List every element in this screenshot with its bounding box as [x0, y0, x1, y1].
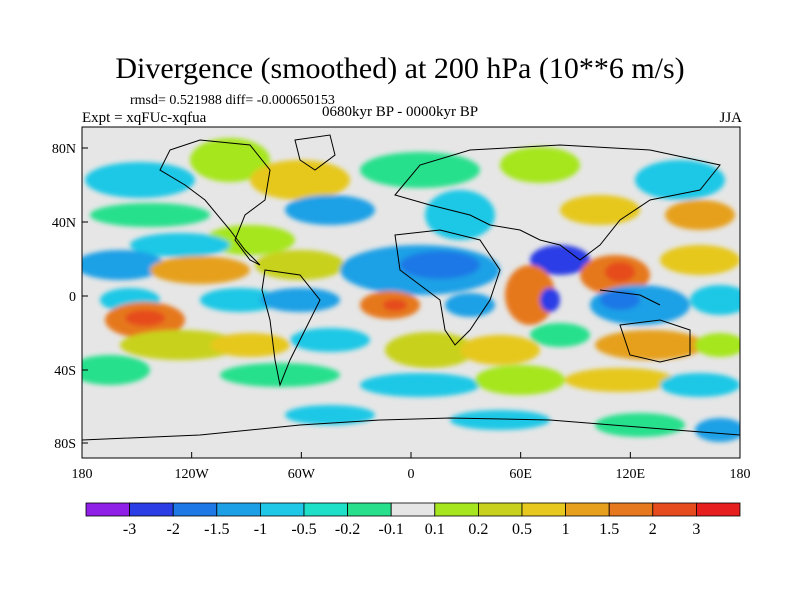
colorbar-label: -1.5 [204, 521, 229, 538]
colorbar-label: 3 [692, 521, 700, 538]
colorbar-label: -1 [254, 521, 267, 538]
colorbar-swatch [696, 502, 741, 517]
colorbar-label: 0.1 [425, 521, 445, 538]
map-field [82, 127, 740, 458]
colorbar-swatch [521, 502, 566, 517]
colorbar-label: 1.5 [599, 521, 619, 538]
coastlines [82, 134, 740, 441]
lat-tick-label: 0 [69, 290, 76, 305]
colorbar-swatch [652, 502, 697, 517]
colorbar-label: 0.2 [468, 521, 488, 538]
colorbar-swatch [347, 502, 392, 517]
colorbar-swatch [608, 502, 654, 517]
lat-tick-label: 80S [54, 437, 76, 452]
colorbar: -3 -2 -1.5 -1 -0.5 -0.2 -0.1 0.1 0.2 0.5 1 1.5 2 3 [85, 502, 741, 538]
lon-tick-label: 120E [616, 467, 646, 482]
colorbar-swatch [85, 502, 130, 517]
colorbar-swatch [434, 502, 479, 517]
colorbar-swatch [129, 502, 174, 517]
lon-tick-label: 180 [730, 467, 751, 482]
axis-ticks: 180 120W 60W 0 60E 120E 180 80N 40N 0 40S 80S [52, 142, 751, 482]
lon-tick-label: 60W [288, 467, 316, 482]
plot-title: Divergence (smoothed) at 200 hPa (10**6 … [115, 52, 685, 85]
colorbar-swatch [172, 502, 218, 517]
colorbar-label: 1 [562, 521, 570, 538]
lon-tick-label: 0 [408, 467, 415, 482]
season-label: JJA [719, 110, 742, 126]
colorbar-label: -2 [167, 521, 180, 538]
colorbar-swatch [390, 502, 436, 517]
colorbar-swatch [259, 502, 305, 517]
colorbar-label: 0.5 [512, 521, 532, 538]
lat-tick-label: 80N [52, 142, 76, 157]
lat-tick-label: 40S [54, 364, 76, 379]
experiment-label: Expt = xqFUc-xqfua [82, 110, 207, 126]
colorbar-label: -0.5 [291, 521, 316, 538]
contour-fill [82, 138, 740, 442]
lon-tick-label: 120W [175, 467, 210, 482]
lon-tick-label: 180 [72, 467, 93, 482]
period-label: 0680kyr BP - 0000kyr BP [322, 104, 479, 120]
colorbar-swatch [303, 502, 348, 517]
lon-tick-label: 60E [509, 467, 532, 482]
colorbar-swatch [477, 502, 523, 517]
colorbar-swatch [216, 502, 261, 517]
colorbar-label: 2 [649, 521, 657, 538]
colorbar-swatch [565, 502, 610, 517]
colorbar-label: -0.1 [379, 521, 404, 538]
colorbar-label: -0.2 [335, 521, 360, 538]
lat-tick-label: 40N [52, 216, 76, 231]
colorbar-label: -3 [123, 521, 136, 538]
stats-text: rmsd= 0.521988 diff= -0.000650153 [130, 93, 335, 108]
